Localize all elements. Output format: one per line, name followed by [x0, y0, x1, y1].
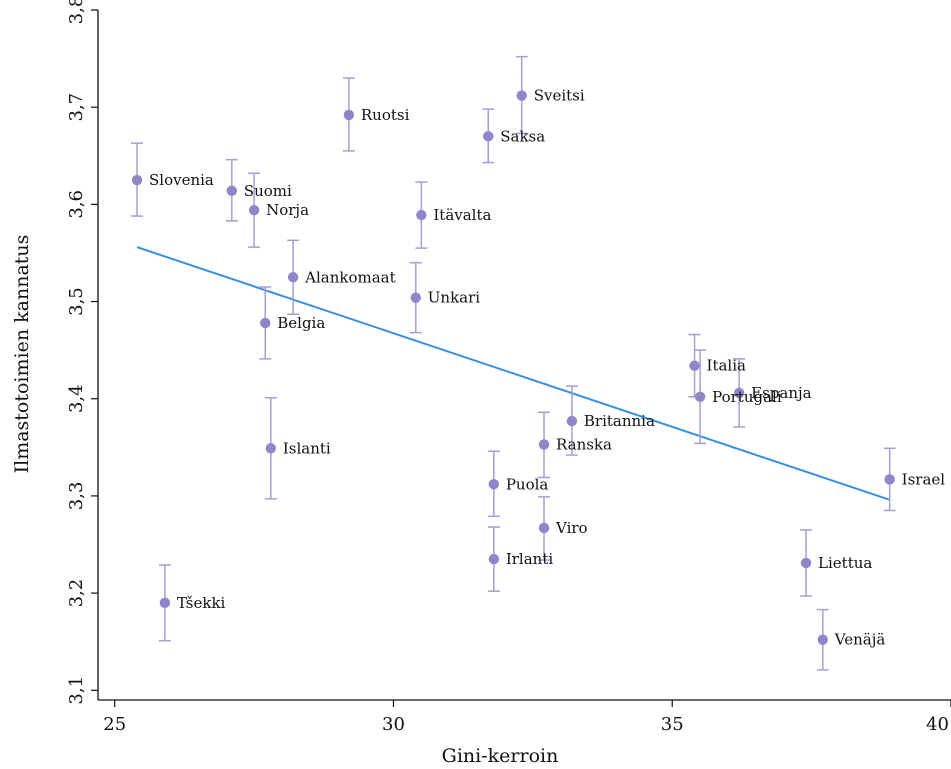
point-label: Italia [707, 357, 746, 375]
data-point [733, 387, 745, 399]
data-point [694, 391, 706, 402]
point-label: Israel [902, 470, 946, 488]
data-point [800, 557, 812, 569]
point-label: Portugali [712, 388, 782, 406]
x-tick-label: 35 [661, 714, 684, 735]
errorbars [131, 55, 896, 671]
x-tick-label: 25 [103, 714, 126, 735]
point-label: Viro [555, 519, 588, 537]
data-point [287, 272, 299, 283]
data-point [817, 634, 828, 645]
point-label: Tšekki [177, 594, 226, 612]
y-tick-label: 3,2 [66, 579, 87, 608]
data-point [516, 90, 527, 101]
y-tick-label: 3,6 [66, 190, 87, 219]
data-point [265, 443, 277, 454]
data-point [159, 597, 171, 609]
data-point [566, 415, 578, 427]
data-point [260, 317, 271, 329]
point-label: Liettua [818, 554, 872, 572]
point-label: Britannia [584, 412, 655, 430]
data-point [488, 553, 500, 565]
y-tick-label: 3,8 [66, 0, 87, 24]
data-point [488, 479, 500, 490]
data-point [483, 131, 494, 142]
x-tick-label: 40 [926, 714, 949, 735]
data-point [884, 474, 895, 485]
point-label: Venäjä [834, 631, 886, 649]
point-label: Belgia [277, 314, 325, 332]
point-label: Unkari [428, 289, 481, 307]
y-tick-label: 3,4 [66, 384, 87, 413]
point-label: Sveitsi [534, 87, 585, 105]
x-axis-title: Gini-kerroin [442, 745, 559, 767]
data-point [343, 109, 355, 121]
data-point [226, 185, 238, 196]
point-label: Itävalta [433, 206, 491, 224]
point-label: Puola [506, 475, 549, 493]
fit-line [136, 246, 890, 501]
data-point [410, 292, 421, 303]
point-label: Irlanti [506, 550, 554, 568]
axes: 3,1 3,2 3,3 3,4 3,5 3,6 3,7 3,8 25 30 35 40 [66, 0, 951, 735]
point-label: Ruotsi [361, 106, 410, 124]
y-tick-label: 3,5 [66, 287, 87, 316]
fit-line-group [136, 246, 890, 501]
x-tick-label: 30 [382, 714, 405, 735]
point-label: Islanti [283, 439, 331, 457]
point-label: Suomi [244, 182, 292, 200]
data-point [131, 174, 143, 186]
y-tick-label: 3,1 [66, 676, 87, 705]
data-point [248, 204, 260, 216]
data-point [538, 439, 550, 450]
y-axis-title: Ilmastotoimien kannatus [11, 235, 33, 474]
points [131, 90, 895, 645]
point-label: Alankomaat [304, 268, 396, 286]
point-label: Norja [266, 201, 309, 219]
point-label: Espanja [751, 384, 812, 402]
point-label: Slovenia [149, 171, 214, 189]
data-point [689, 360, 700, 371]
data-point [538, 522, 550, 534]
point-label: Ranska [556, 435, 612, 453]
y-tick-label: 3,7 [66, 93, 87, 122]
y-tick-label: 3,3 [66, 482, 87, 511]
data-point [416, 209, 427, 221]
point-label: Saksa [500, 127, 545, 145]
